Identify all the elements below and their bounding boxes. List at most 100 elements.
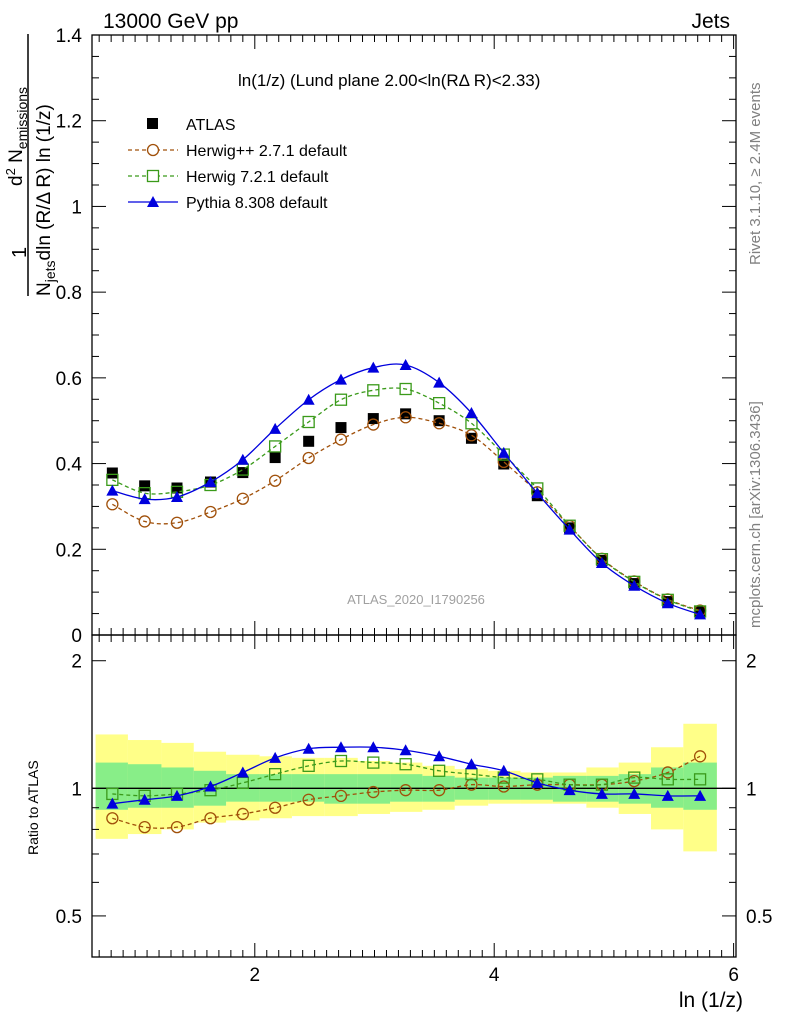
ratio-point-herwig-2-7-1-default (367, 785, 380, 799)
ratio-point-herwig-2-7-1-default (268, 801, 282, 814)
x-tick-label: 4 (489, 965, 500, 986)
point-atlas (498, 458, 510, 470)
point-pythia-8-308-default (563, 523, 576, 535)
ratio-point-pythia-8-308-default (204, 780, 217, 792)
ratio-point-pythia-8-308-default (269, 751, 282, 763)
ratio-point-pythia-8-308-default (694, 789, 707, 801)
ratio-point-pythia-8-308-default (138, 793, 151, 805)
ratio-uncertainty-bands (92, 723, 736, 852)
ratio-point-herwig-2-7-1-default (693, 750, 707, 763)
point-pythia-8-308-default (334, 373, 347, 385)
point-atlas (139, 480, 151, 492)
point-pythia-8-308-default (497, 446, 510, 458)
y-label-one: 1 (9, 247, 31, 258)
point-pythia-8-308-default (399, 359, 412, 370)
point-atlas (400, 408, 412, 420)
x-tick-label: 6 (728, 965, 739, 986)
legend-pythia-marker (147, 196, 159, 207)
point-herwig-2-7-1-default (204, 505, 217, 519)
ratio-point-pythia-8-308-default (595, 787, 608, 799)
y-label-numerator: d2 Nemissions (3, 87, 30, 186)
ratio-point-herwig-7-2-1-default (268, 768, 282, 781)
plot-title: ln(1/z) (Lund plane 2.00<ln(RΔ R)<2.33) (238, 71, 540, 90)
point-pythia-8-308-default (531, 487, 544, 499)
mcplots-label: mcplots.cern.ch [arXiv:1306.3436] (747, 401, 764, 628)
point-atlas (269, 452, 281, 464)
point-herwig-2-7-1-default (465, 429, 478, 442)
ratio-y-tick-label-right: 1 (746, 779, 757, 800)
data-series (106, 359, 707, 620)
ratio-point-herwig-2-7-1-default (204, 812, 217, 825)
point-atlas (106, 467, 118, 479)
ratio-point-herwig-7-2-1-default (399, 758, 412, 771)
ratio-point-pythia-8-308-default (433, 750, 446, 762)
y-label-denominator: Njetsdln (R/Δ R) ln (1/z) (34, 104, 58, 296)
ratio-plot-frame (91, 634, 737, 958)
y-tick-label: 0.2 (56, 540, 82, 561)
ratio-line-herwig-2-7-1-default (112, 755, 701, 829)
legend-herwig7-label: Herwig 7.2.1 default (186, 169, 329, 186)
ratio-y-axis-label: Ratio to ATLAS (25, 760, 41, 855)
point-herwig-2-7-1-default (170, 516, 184, 529)
point-herwig-2-7-1-default (367, 418, 380, 431)
ratio-point-pythia-8-308-default (367, 741, 380, 753)
ratio-point-pythia-8-308-default (334, 741, 347, 753)
ratio-point-pythia-8-308-default (563, 784, 576, 796)
ratio-series (106, 741, 707, 834)
point-herwig-7-2-1-default (302, 415, 315, 429)
point-herwig-2-7-1-default (302, 451, 315, 465)
ratio-point-pythia-8-308-default (465, 758, 478, 770)
point-pythia-8-308-default (367, 361, 380, 373)
point-herwig-7-2-1-default (334, 393, 348, 406)
point-atlas (303, 435, 315, 447)
point-pythia-8-308-default (138, 493, 151, 505)
point-atlas (237, 467, 249, 479)
point-pythia-8-308-default (661, 597, 674, 609)
ratio-y-tick-label-right: 0.5 (746, 907, 772, 928)
analysis-watermark: ATLAS_2020_I1790256 (347, 592, 485, 607)
point-herwig-2-7-1-default (334, 433, 348, 446)
rivet-label: Rivet 3.1.10, ≥ 2.4M events (747, 83, 764, 266)
point-atlas (433, 415, 445, 427)
series-line-pythia-8-308-default (112, 363, 701, 616)
point-pythia-8-308-default (170, 491, 183, 502)
header-left: 13000 GeV pp (103, 10, 238, 33)
point-herwig-7-2-1-default (268, 440, 282, 453)
header-right: Jets (691, 10, 730, 33)
point-herwig-2-7-1-default (399, 411, 412, 424)
point-herwig-7-2-1-default (399, 382, 412, 396)
point-herwig-2-7-1-default (432, 417, 446, 430)
legend-herwigpp-marker (146, 143, 160, 157)
point-pythia-8-308-default (628, 579, 641, 591)
y-tick-label: 0 (71, 626, 82, 647)
point-pythia-8-308-default (204, 476, 217, 487)
legend-pythia-label: Pythia 8.308 default (186, 195, 328, 212)
y-tick-label: 0.4 (56, 455, 83, 476)
ratio-point-herwig-2-7-1-default (236, 807, 249, 821)
y-tick-label: 1.4 (56, 26, 83, 47)
ratio-y-tick-label: 2 (71, 652, 82, 673)
ratio-point-herwig-2-7-1-default (302, 793, 315, 806)
series-line-herwig-2-7-1-default (112, 416, 701, 612)
series-line-herwig-7-2-1-default (112, 387, 701, 613)
ratio-point-herwig-7-2-1-default (628, 771, 641, 784)
legend-atlas-marker (147, 118, 158, 129)
ratio-point-herwig-7-2-1-default (334, 754, 348, 768)
ratio-y-tick-label: 1 (71, 779, 82, 800)
point-herwig-2-7-1-default (138, 515, 151, 528)
ratio-point-herwig-7-2-1-default (693, 773, 707, 786)
y-tick-label: 0.8 (56, 283, 82, 304)
ratio-point-pythia-8-308-default (399, 744, 412, 756)
x-axis-label: ln (1/z) (679, 989, 743, 1012)
ratio-point-pythia-8-308-default (531, 776, 544, 788)
point-pythia-8-308-default (302, 393, 315, 405)
point-pythia-8-308-default (269, 422, 282, 434)
legend-atlas-label: ATLAS (186, 117, 236, 134)
point-pythia-8-308-default (433, 376, 446, 388)
main-y-axis-label: 1 d2 Nemissions Njetsdln (R/Δ R) ln (1/z… (3, 34, 58, 296)
ratio-point-herwig-7-2-1-default (661, 773, 674, 786)
point-herwig-2-7-1-default (268, 474, 282, 487)
ratio-point-herwig-2-7-1-default (334, 789, 348, 802)
x-tick-label: 2 (250, 965, 261, 986)
point-herwig-7-2-1-default (367, 384, 380, 397)
